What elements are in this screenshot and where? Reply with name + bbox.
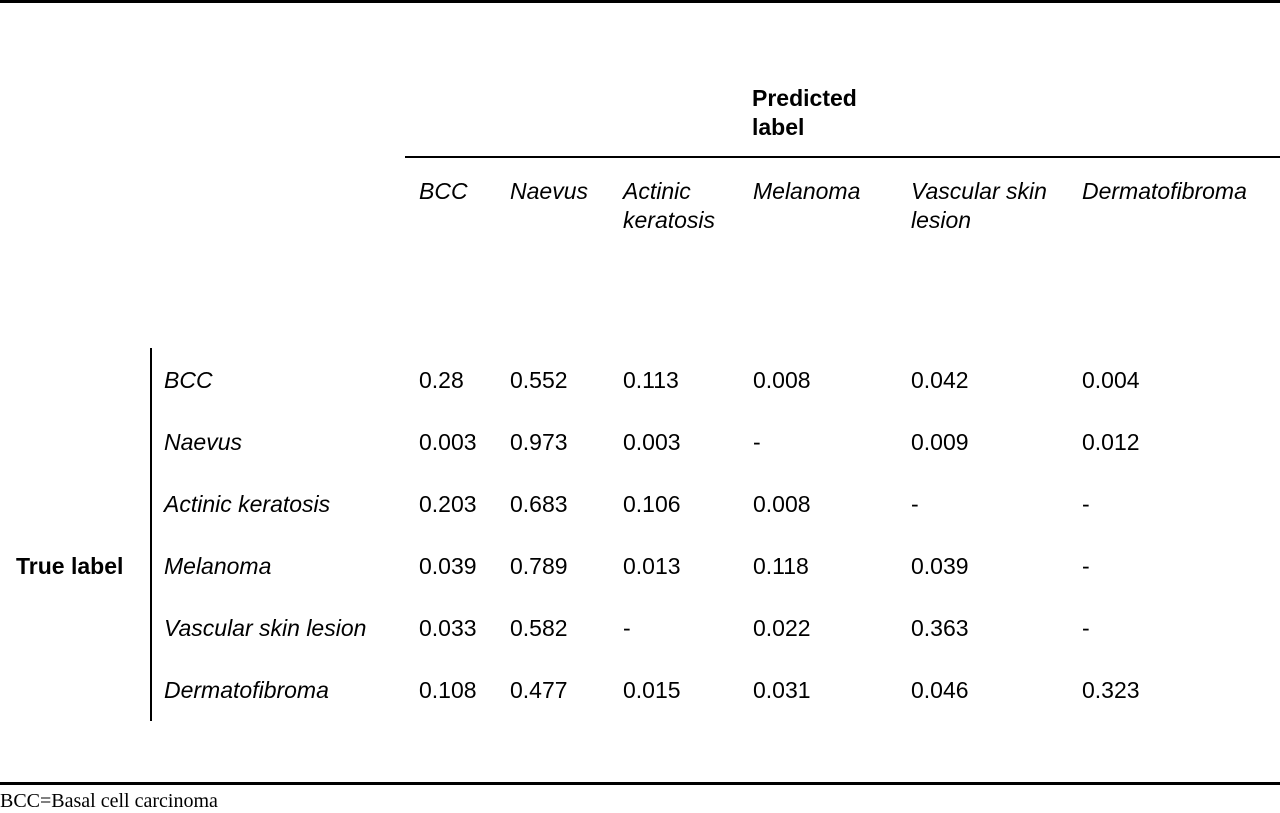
- matrix-cell: 0.003: [419, 429, 477, 455]
- true-label-heading: True label: [16, 553, 124, 579]
- row-label: Melanoma: [164, 553, 272, 579]
- top-rule: [0, 0, 1280, 3]
- table-footnote: BCC=Basal cell carcinoma: [0, 790, 218, 812]
- matrix-cell: 0.039: [911, 553, 969, 579]
- matrix-cell: 0.477: [510, 677, 568, 703]
- column-header: Dermatofibroma: [1082, 178, 1247, 204]
- matrix-cell: -: [753, 429, 761, 455]
- column-header: Melanoma: [753, 178, 861, 204]
- predicted-label-heading: Predicted label: [752, 85, 857, 140]
- matrix-cell: 0.683: [510, 491, 568, 517]
- matrix-cell: 0.004: [1082, 367, 1140, 393]
- column-header: Actinic keratosis: [623, 178, 716, 233]
- column-header: Vascular skin lesion: [911, 178, 1047, 233]
- matrix-cell: 0.042: [911, 367, 969, 393]
- matrix-cell: -: [623, 615, 631, 641]
- matrix-cell: 0.008: [753, 367, 811, 393]
- matrix-cell: 0.28: [419, 367, 464, 393]
- row-label: Vascular skin lesion: [164, 615, 367, 641]
- matrix-cell: 0.552: [510, 367, 568, 393]
- matrix-cell: -: [1082, 615, 1090, 641]
- matrix-cell: 0.789: [510, 553, 568, 579]
- matrix-cell: 0.033: [419, 615, 477, 641]
- column-header: Naevus: [510, 178, 588, 204]
- matrix-cell: 0.203: [419, 491, 477, 517]
- matrix-cell: -: [1082, 491, 1090, 517]
- matrix-cell: 0.118: [753, 553, 809, 579]
- matrix-cell: 0.008: [753, 491, 811, 517]
- matrix-cell: 0.013: [623, 553, 681, 579]
- matrix-cell: 0.015: [623, 677, 681, 703]
- row-label: Actinic keratosis: [164, 491, 331, 517]
- matrix-cell: 0.022: [753, 615, 811, 641]
- bottom-rule: [0, 782, 1280, 785]
- row-label: Naevus: [164, 429, 242, 455]
- matrix-cell: 0.106: [623, 491, 681, 517]
- matrix-cell: 0.003: [623, 429, 681, 455]
- matrix-cell: 0.363: [911, 615, 969, 641]
- matrix-cell: 0.039: [419, 553, 477, 579]
- matrix-cell: 0.046: [911, 677, 969, 703]
- matrix-cell: 0.031: [753, 677, 811, 703]
- matrix-cell: -: [911, 491, 919, 517]
- column-header: BCC: [419, 178, 468, 204]
- true-label-rule: [150, 348, 152, 721]
- row-label: BCC: [164, 367, 213, 393]
- matrix-cell: 0.582: [510, 615, 568, 641]
- predicted-label-rule: [405, 156, 1280, 158]
- matrix-cell: 0.323: [1082, 677, 1140, 703]
- row-label: Dermatofibroma: [164, 677, 329, 703]
- matrix-cell: 0.009: [911, 429, 969, 455]
- matrix-cell: -: [1082, 553, 1090, 579]
- matrix-cell: 0.108: [419, 677, 477, 703]
- matrix-cell: 0.012: [1082, 429, 1140, 455]
- matrix-cell: 0.113: [623, 367, 679, 393]
- matrix-cell: 0.973: [510, 429, 568, 455]
